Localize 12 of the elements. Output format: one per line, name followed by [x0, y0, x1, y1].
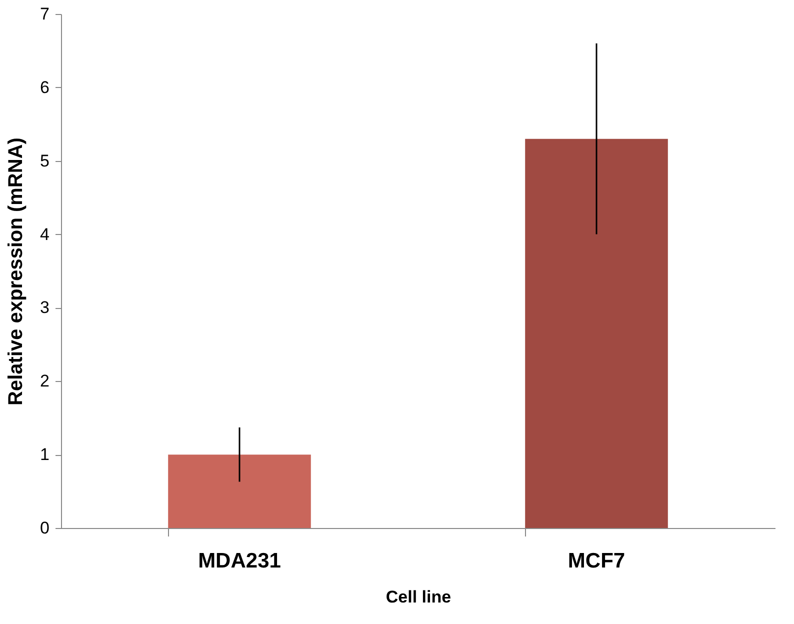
y-tick-label: 3	[40, 298, 50, 318]
x-tick-label: MDA231	[198, 550, 282, 572]
y-tick-label: 5	[40, 151, 50, 170]
y-tick-label: 7	[40, 4, 50, 24]
y-tick-label: 6	[40, 78, 50, 97]
y-tick-label: 4	[40, 224, 50, 244]
x-tick-label: MCF7	[568, 550, 626, 572]
x-axis-title: Cell line	[386, 588, 452, 606]
y-tick-label: 2	[40, 372, 50, 391]
y-tick-label: 1	[40, 445, 50, 464]
y-tick-label: 0	[40, 518, 50, 538]
y-axis-title: Relative expression (mRNA)	[5, 138, 28, 406]
